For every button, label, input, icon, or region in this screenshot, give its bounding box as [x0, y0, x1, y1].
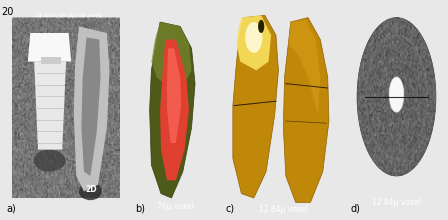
- Text: b): b): [135, 204, 145, 213]
- Polygon shape: [237, 15, 271, 70]
- Polygon shape: [151, 22, 192, 88]
- Text: 76μ voxel: 76μ voxel: [157, 202, 194, 211]
- Text: c): c): [225, 204, 235, 213]
- Bar: [13, 18, 120, 198]
- Text: 20: 20: [1, 7, 14, 16]
- Polygon shape: [167, 48, 181, 143]
- Polygon shape: [283, 18, 329, 202]
- Ellipse shape: [79, 183, 102, 200]
- Ellipse shape: [389, 77, 404, 112]
- Text: 2D: 2D: [86, 185, 97, 194]
- Text: 12.84μ voxel: 12.84μ voxel: [372, 198, 421, 207]
- Ellipse shape: [34, 150, 65, 172]
- Bar: [40, 57, 61, 64]
- Polygon shape: [82, 37, 100, 176]
- Polygon shape: [74, 26, 109, 191]
- Polygon shape: [34, 62, 66, 150]
- Polygon shape: [289, 20, 320, 114]
- Text: a): a): [6, 204, 16, 213]
- Polygon shape: [160, 40, 189, 180]
- Ellipse shape: [357, 18, 436, 176]
- Text: 10 años de tto de endo: 10 años de tto de endo: [34, 13, 103, 18]
- Text: d): d): [350, 204, 360, 213]
- Ellipse shape: [245, 22, 263, 53]
- Polygon shape: [150, 22, 195, 198]
- Polygon shape: [233, 15, 279, 198]
- Polygon shape: [28, 33, 71, 62]
- Text: 12.84μ voxel: 12.84μ voxel: [259, 205, 308, 213]
- Ellipse shape: [258, 20, 264, 33]
